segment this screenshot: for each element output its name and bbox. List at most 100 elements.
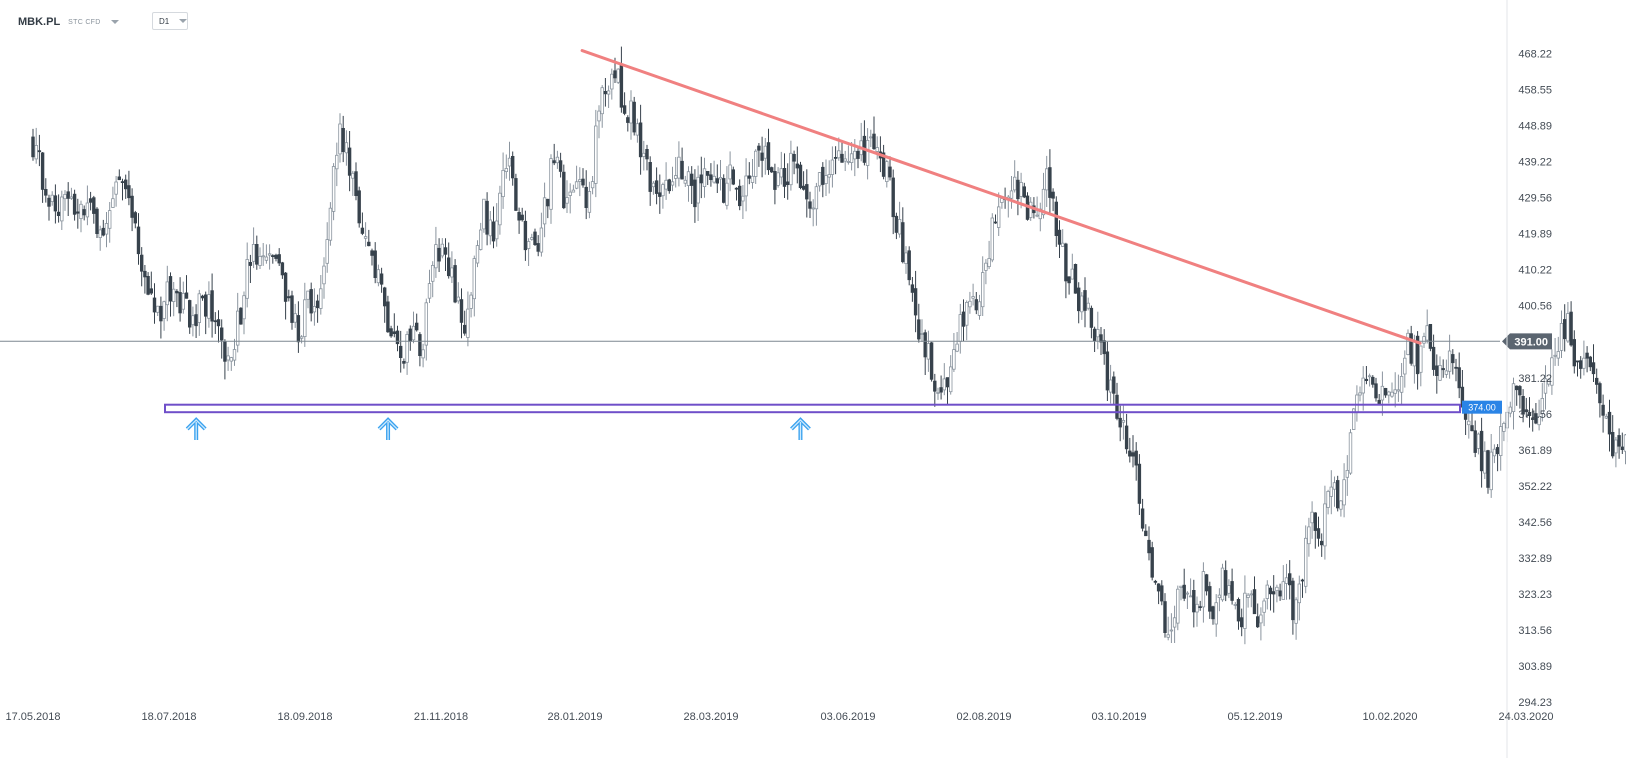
candle <box>130 195 134 218</box>
candle <box>376 269 381 284</box>
candle <box>1345 469 1349 478</box>
candle <box>520 214 524 221</box>
candle <box>776 172 780 186</box>
candle <box>149 288 153 294</box>
candle <box>801 185 806 190</box>
candle <box>651 182 656 188</box>
candle <box>635 123 640 136</box>
candle <box>1313 512 1317 531</box>
candle <box>98 229 102 238</box>
candle <box>1185 592 1190 595</box>
candle <box>821 166 825 185</box>
candle <box>120 181 125 184</box>
candle <box>1115 394 1119 419</box>
candle <box>712 175 716 183</box>
candle <box>274 254 278 259</box>
candle <box>1336 480 1340 509</box>
candle <box>1172 617 1177 628</box>
candle <box>1179 585 1183 588</box>
candle <box>290 295 294 323</box>
x-tick-label: 21.11.2018 <box>414 711 468 723</box>
candle <box>920 333 924 335</box>
candle <box>328 207 333 241</box>
candle <box>1326 490 1330 508</box>
candle <box>277 254 281 264</box>
candle <box>798 164 803 189</box>
candle <box>875 147 879 152</box>
y-tick-label: 323.23 <box>1518 589 1552 601</box>
candle <box>1387 391 1391 396</box>
candle <box>1339 500 1343 510</box>
candle <box>526 241 531 249</box>
candle <box>114 181 118 195</box>
candle <box>271 255 275 258</box>
candle <box>517 211 521 221</box>
candle <box>789 152 793 186</box>
candle <box>664 179 668 190</box>
candle <box>1479 430 1484 472</box>
last-price-label: 391.00 <box>1514 336 1548 348</box>
candle <box>1524 409 1528 413</box>
candle <box>1515 385 1519 391</box>
x-tick-label: 05.12.2019 <box>1227 711 1282 723</box>
candle <box>226 355 230 361</box>
candle <box>587 191 592 213</box>
candle <box>699 174 703 184</box>
candle <box>638 122 643 158</box>
candle <box>79 203 83 220</box>
candle <box>843 158 847 162</box>
candle <box>1572 339 1576 367</box>
candle <box>306 290 310 300</box>
candle <box>917 319 921 340</box>
candle <box>1022 186 1026 198</box>
candle <box>590 181 595 189</box>
candle <box>1077 287 1081 312</box>
candle <box>1553 354 1557 357</box>
candle <box>661 184 665 197</box>
candle <box>136 226 141 255</box>
candle <box>945 377 950 388</box>
candle <box>402 360 406 364</box>
candle <box>1000 198 1004 203</box>
x-tick-label: 28.01.2019 <box>547 711 602 723</box>
candle <box>143 270 147 278</box>
time-axis: 17.05.2018 18.07.2018 18.09.2018 21.11.2018… <box>5 711 1553 723</box>
candle <box>1163 601 1167 633</box>
candle <box>808 201 812 209</box>
candle <box>613 70 617 79</box>
candle <box>287 296 291 299</box>
symbol-label[interactable]: MBK.PL <box>18 16 61 28</box>
candle <box>1067 276 1071 284</box>
candle <box>1396 389 1401 392</box>
candle <box>1230 581 1234 601</box>
candle <box>411 325 416 341</box>
candle <box>530 237 534 240</box>
candle <box>578 179 582 182</box>
candle <box>926 343 931 360</box>
candle <box>622 105 627 114</box>
candle <box>427 283 432 299</box>
candle <box>501 169 505 197</box>
candle <box>1307 526 1311 545</box>
candle <box>949 366 953 393</box>
candle <box>219 327 224 341</box>
candle <box>1527 411 1532 416</box>
candle <box>779 168 783 178</box>
candle <box>325 239 329 264</box>
candle <box>507 157 512 167</box>
candle <box>840 153 844 163</box>
x-tick-label: 17.05.2018 <box>5 711 60 723</box>
candle <box>594 125 598 184</box>
y-tick-label: 352.22 <box>1518 481 1552 493</box>
candle <box>792 153 796 162</box>
candle <box>709 174 713 181</box>
timeframe-select[interactable]: D1 <box>152 12 188 30</box>
symbol-dropdown-icon[interactable] <box>110 20 119 24</box>
candle <box>510 155 515 179</box>
candle <box>1323 503 1327 547</box>
candle <box>1534 413 1538 424</box>
candle <box>1227 585 1231 594</box>
candle <box>168 276 173 302</box>
candle <box>1566 313 1570 342</box>
